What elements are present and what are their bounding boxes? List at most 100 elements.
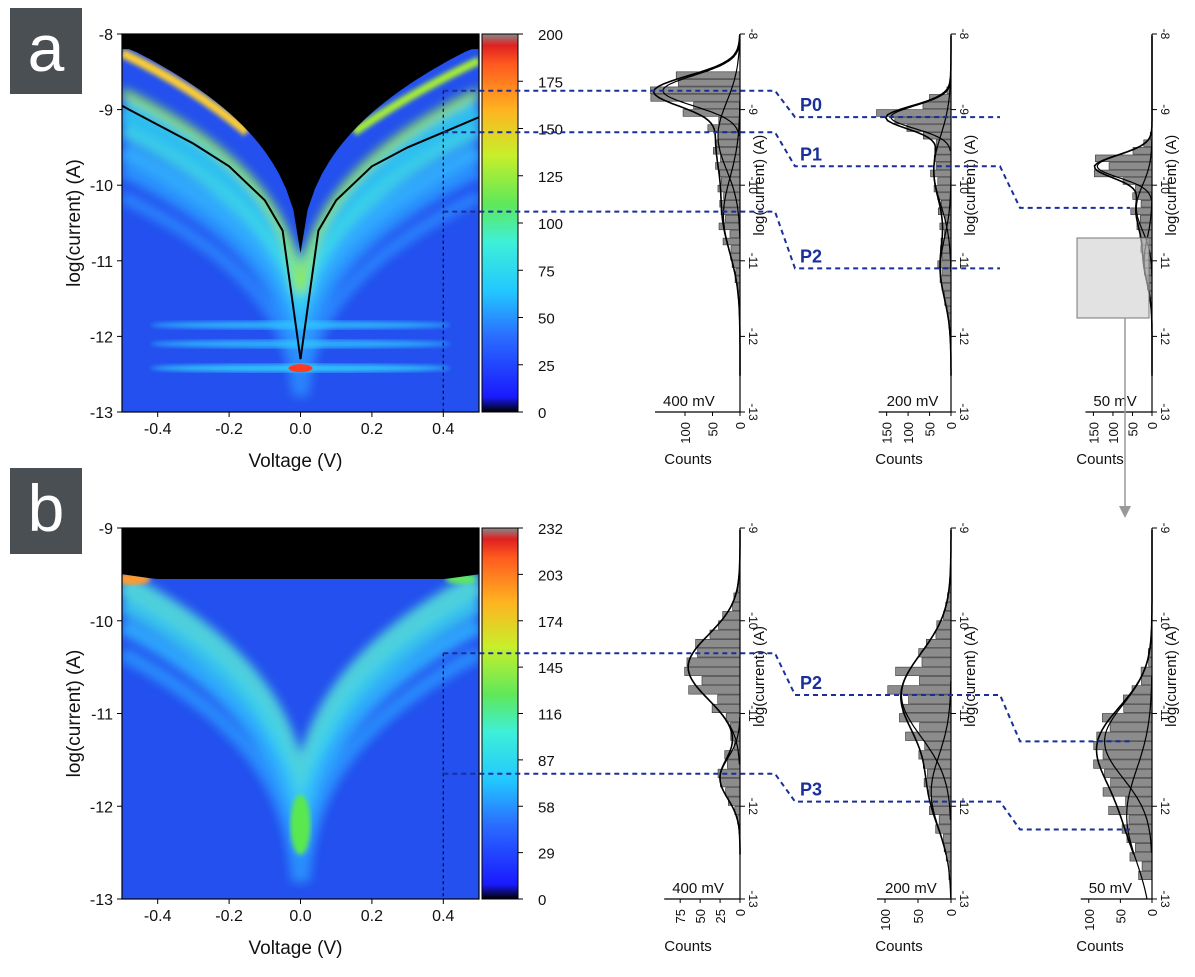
peak-link-label: P0 <box>800 95 822 115</box>
histogram-y-axis-label: log(current) (A) <box>1163 626 1180 727</box>
peak-link-label: P3 <box>800 780 822 800</box>
histogram-y-tick-label: -8 <box>1158 29 1172 40</box>
panel-b: -0.4 -0.2 0.0 0.2 0.4 -9 -10 -11 -12 -13 Voltage (… <box>64 521 1180 959</box>
histogram-bias-label: 400 mV <box>663 393 715 410</box>
heatmap-band <box>122 618 479 856</box>
histogram-bar <box>1108 162 1153 170</box>
histogram-y-tick-label: -10 <box>746 612 760 630</box>
histogram-400-mv: -8 -9 -10 -11 -12 -13 log(current) (A) 100 50 0 40… <box>650 29 768 468</box>
histogram-y-tick-label: -10 <box>1158 612 1172 630</box>
x-tick-label: 0.4 <box>432 421 454 438</box>
colorbar-tick-label: 200 <box>538 27 563 44</box>
histogram-fit-peak <box>687 569 740 765</box>
y-tick-label: -10 <box>90 178 113 195</box>
histogram-bar <box>686 657 741 667</box>
heatmap-hotspot <box>290 794 311 855</box>
colorbar <box>481 527 519 900</box>
y-tick-label: -11 <box>91 254 113 271</box>
peak-link-p3 <box>443 772 1130 831</box>
y-tick-label: -10 <box>90 614 113 631</box>
histogram-200-mv: -8 -9 -10 -11 -12 -13 log(current) (A) 150 100 50… <box>875 29 979 468</box>
histogram-x-tick-label: 150 <box>1086 422 1101 444</box>
histogram-bar <box>887 685 952 695</box>
heatmap-bands <box>122 573 479 883</box>
histogram-x-tick-label: 50 <box>911 909 926 923</box>
x-tick-label: 0.2 <box>361 421 383 438</box>
zoom-inset-box <box>1076 237 1150 319</box>
colorbar-tick-label: 145 <box>538 660 563 677</box>
peak-link-p2 <box>443 652 1130 743</box>
histogram-y-tick-label: -12 <box>1158 328 1172 346</box>
colorbar-tick-label: 75 <box>538 263 555 280</box>
heatmap-no-signal-region <box>122 528 479 579</box>
x-tick-label: 0.0 <box>289 421 311 438</box>
panel-label-a: a <box>10 8 82 94</box>
colorbar <box>481 33 519 413</box>
x-tick-label: 0.2 <box>361 908 383 925</box>
histogram-bias-label: 200 mV <box>887 393 939 410</box>
histogram-x-tick-label: 75 <box>673 909 688 923</box>
histogram-y-tick-label: -9 <box>957 523 971 534</box>
histogram-x-axis-label: Counts <box>1076 451 1124 468</box>
histogram-bar <box>715 162 741 170</box>
heatmap-hot-streak <box>351 56 479 136</box>
colorbar-tick-label: 0 <box>538 405 546 422</box>
y-tick-label: -12 <box>90 329 113 346</box>
histogram-y-tick-label: -11 <box>1158 253 1172 270</box>
histogram-bar <box>718 222 741 231</box>
histogram-bar <box>1104 768 1153 778</box>
histogram-y-tick-label: -11 <box>1158 705 1172 722</box>
histogram-y-tick-label: -9 <box>1158 523 1172 534</box>
histogram-x-tick-label: 100 <box>901 422 916 444</box>
histogram-bar <box>935 629 952 639</box>
histogram-y-tick-label: -13 <box>1158 403 1172 421</box>
histogram-bias-label: 50 mV <box>1093 393 1136 410</box>
histogram-y-tick-label: -12 <box>957 798 971 816</box>
histogram-bar <box>725 787 741 797</box>
histogram-50-mv: -8 -9 -10 -11 -12 -13 log(current) (A) 150 100 50… <box>1076 29 1180 468</box>
colorbar-tick-label: 232 <box>538 521 563 538</box>
histogram-x-tick-label: 0 <box>733 422 748 429</box>
histogram-bar <box>921 657 952 667</box>
histogram-bias-label: 200 mV <box>885 880 937 897</box>
histogram-bar <box>709 629 741 639</box>
colorbar-tick-label: 58 <box>538 799 555 816</box>
histogram-bar <box>732 601 741 611</box>
histogram-bias-label: 400 mV <box>672 880 724 897</box>
colorbar-tick-label: 50 <box>538 311 555 328</box>
histogram-fit-peak <box>933 68 952 273</box>
conductance-heatmap <box>122 528 479 899</box>
peak-link-label: P1 <box>800 144 822 164</box>
histogram-y-axis-label: log(current) (A) <box>1163 135 1180 236</box>
heatmap-bands <box>122 88 479 398</box>
heatmap-band <box>122 98 479 312</box>
histogram-bar <box>1140 200 1153 208</box>
histogram-bar <box>895 666 952 676</box>
histogram-bar <box>729 230 741 238</box>
histogram-bar <box>908 694 952 704</box>
histogram-y-axis-label: log(current) (A) <box>751 626 768 727</box>
histogram-bar <box>735 268 741 276</box>
histogram-x-tick-label: 150 <box>880 422 895 444</box>
histogram-x-tick-label: 50 <box>693 909 708 923</box>
histogram-bar <box>677 79 741 87</box>
histogram-bar <box>943 833 952 843</box>
histogram-bar <box>1108 805 1153 816</box>
histogram-x-tick-label: 50 <box>1113 909 1128 923</box>
y-tick-label: -8 <box>99 27 113 44</box>
histogram-y-tick-label: -11 <box>746 253 760 270</box>
histogram-bias-label: 50 mV <box>1089 880 1132 897</box>
histogram-bar <box>939 222 952 231</box>
histogram-y-tick-label: -12 <box>746 328 760 346</box>
histogram-x-axis-label: Counts <box>1076 938 1124 955</box>
histogram-fit-peak <box>719 717 741 840</box>
histogram-fit-peak <box>717 33 741 239</box>
conductance-heatmap <box>122 34 479 412</box>
peak-link-p2 <box>443 210 1000 270</box>
histogram-bar <box>727 759 741 769</box>
histogram-x-tick-label: 100 <box>678 422 693 444</box>
x-tick-label: -0.2 <box>215 421 243 438</box>
heatmap-band <box>122 163 479 371</box>
colorbar-tick-label: 29 <box>538 846 555 863</box>
histogram-y-tick-label: -13 <box>746 890 760 908</box>
